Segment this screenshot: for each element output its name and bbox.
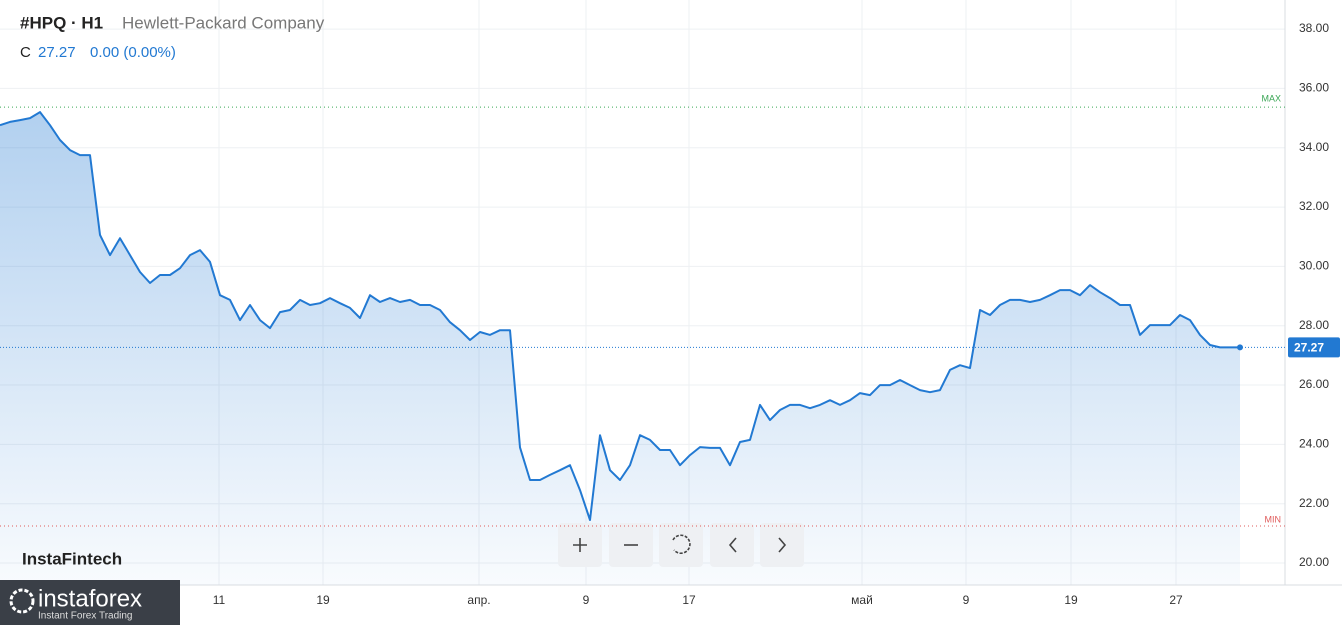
logo-tagline: Instant Forex Trading [38,611,133,622]
last-price-box [1288,337,1340,358]
right-icon [778,537,787,553]
y-tick-label: 22.00 [1299,496,1329,510]
x-tick-label: 27 [1169,593,1183,607]
symbol: #HPQ · H1 [20,13,103,32]
area [0,112,1240,585]
reset-icon [672,534,691,555]
logo-name: instaforex [38,585,142,612]
y-tick-label: 20.00 [1299,555,1329,569]
x-tick-label: 11 [213,593,226,607]
logo-box [0,580,180,625]
y-tick-label: 30.00 [1299,259,1329,273]
price-line [0,111,1240,521]
plus-icon [573,538,587,552]
price: 27.27 [38,44,76,61]
logo: instaforex Instant Forex Trading [0,580,180,625]
x-tick-label: май [851,593,873,607]
scroll-left-button[interactable] [710,523,754,567]
last-point [1237,344,1243,351]
x-tick-label: апр. [467,593,490,607]
reset-button[interactable] [659,523,703,567]
max-line-label: MAX [1261,93,1281,103]
y-tick-label: 26.00 [1299,377,1329,391]
company: Hewlett-Packard Company [122,13,325,32]
x-tick-label: 19 [1064,593,1078,607]
logo-icon [9,588,35,614]
x-tick-label: 9 [963,593,970,607]
x-tick-label: 9 [583,593,590,607]
toolbar [558,523,804,567]
scroll-right-button[interactable] [760,523,804,567]
price-prefix: C [20,44,31,61]
y-tick-label: 24.00 [1299,437,1329,451]
y-tick-label: 32.00 [1299,199,1329,213]
y-tick-label: 38.00 [1299,21,1329,35]
y-tick-label: 34.00 [1299,140,1329,154]
y-tick-label: 36.00 [1299,81,1329,95]
x-tick-label: 17 [682,593,696,607]
y-tick-label: 28.00 [1299,318,1329,332]
x-tick-label: 19 [316,593,330,607]
last-price-label: 27.27 [1294,341,1324,355]
watermark: InstaFintech [22,549,122,568]
change: 0.00 (0.00%) [90,44,176,61]
min-line-label: MIN [1265,514,1282,524]
left-icon [728,537,737,553]
